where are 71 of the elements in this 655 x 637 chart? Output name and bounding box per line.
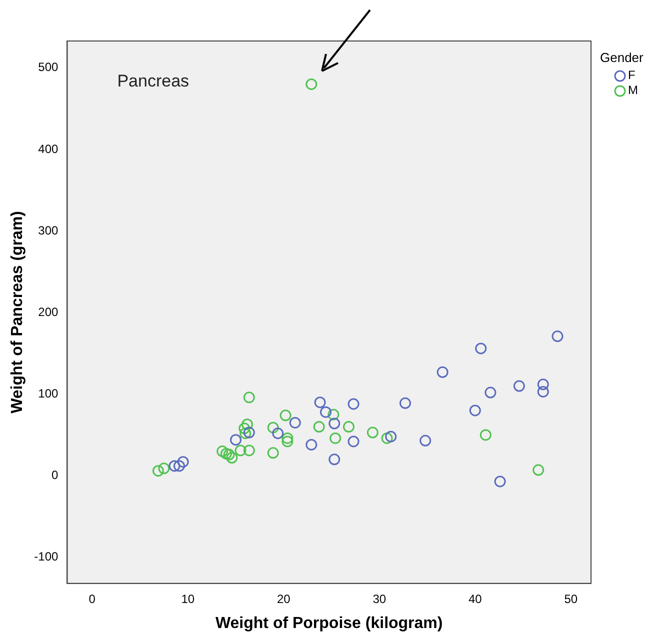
legend-label: M	[628, 83, 638, 98]
point	[484, 386, 496, 398]
point	[306, 78, 318, 90]
y-tick-label: 500	[38, 60, 59, 74]
point	[399, 397, 411, 409]
point	[314, 396, 326, 408]
point	[158, 462, 170, 474]
point	[174, 460, 185, 472]
point	[240, 428, 252, 440]
point	[267, 447, 279, 459]
point	[420, 434, 432, 446]
y-tick-label: 400	[38, 142, 59, 156]
point	[475, 342, 487, 354]
point	[289, 416, 301, 428]
x-tick-label: 0	[88, 592, 96, 606]
x-tick-label: 20	[276, 592, 291, 606]
point	[152, 465, 164, 477]
point	[241, 418, 253, 430]
y-tick-label: 100	[38, 386, 59, 400]
y-axis-title: Weight of Pancreas (gram)	[9, 210, 26, 414]
point	[238, 422, 250, 434]
point	[313, 421, 325, 433]
point	[216, 446, 228, 458]
x-axis-title: Weight of Porpoise (kilogram)	[215, 614, 443, 632]
y-tick-label: 200	[38, 304, 59, 319]
point	[348, 436, 360, 448]
point	[320, 406, 332, 418]
point	[267, 422, 279, 434]
point	[552, 330, 564, 342]
point	[282, 436, 294, 448]
point	[280, 410, 292, 422]
point	[469, 404, 481, 416]
annotation: Pancreas	[117, 72, 190, 91]
point	[328, 408, 340, 420]
legend-label: F	[628, 68, 636, 83]
point	[480, 429, 492, 441]
point	[168, 460, 180, 472]
point	[537, 378, 549, 390]
point	[223, 448, 235, 460]
point	[226, 452, 238, 464]
point	[494, 476, 506, 488]
point	[348, 398, 360, 410]
point	[272, 428, 284, 440]
point	[243, 392, 255, 404]
point	[328, 454, 340, 466]
x-tick-label: 30	[372, 592, 386, 606]
point	[243, 426, 255, 438]
x-tick-label: 50	[564, 592, 578, 606]
point	[436, 366, 448, 378]
legend-title: Gender	[600, 50, 644, 65]
point	[330, 432, 342, 444]
point	[177, 456, 189, 468]
point	[328, 418, 340, 430]
point	[234, 444, 246, 456]
point	[381, 432, 393, 444]
point	[243, 444, 255, 456]
y-tick-label: 300	[38, 223, 59, 238]
x-tick-label: 40	[468, 592, 482, 606]
point	[513, 380, 525, 392]
y-tick-label: 0	[52, 468, 59, 482]
point	[537, 386, 549, 398]
point	[385, 430, 397, 442]
point	[532, 464, 544, 476]
point	[366, 426, 378, 438]
point	[230, 434, 242, 446]
point	[306, 438, 318, 450]
point	[220, 448, 232, 460]
x-tick-label: 10	[181, 592, 195, 606]
point	[282, 432, 294, 444]
y-tick-label: -100	[34, 550, 59, 564]
point	[342, 421, 354, 433]
